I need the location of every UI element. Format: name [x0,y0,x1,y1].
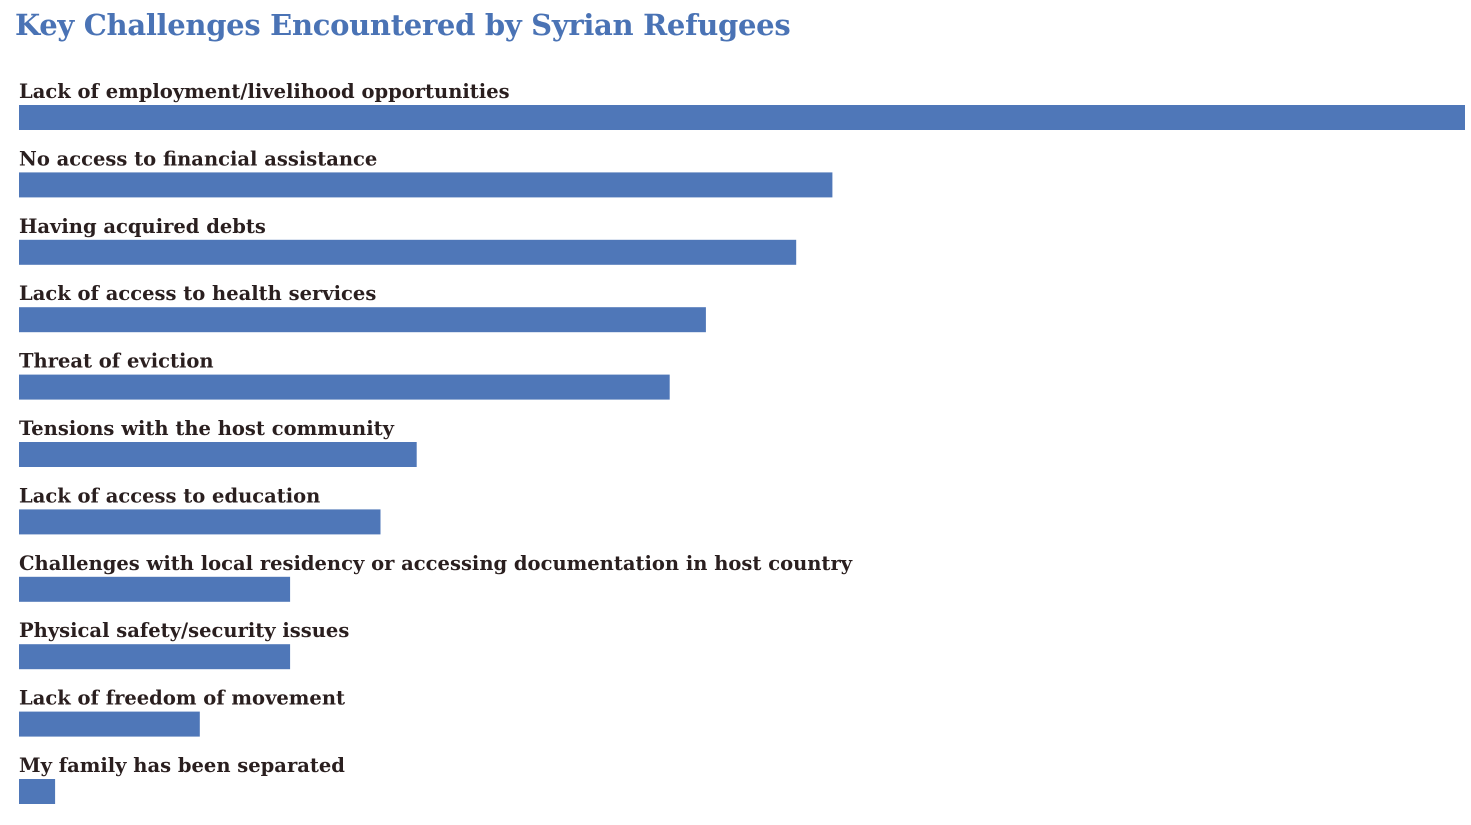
bar [19,576,291,602]
bar [19,644,291,670]
chart-title: Key Challenges Encountered by Syrian Ref… [15,8,791,42]
bar-label: Lack of access to education [19,484,320,507]
bar-row: No access to financial assistance [19,147,833,198]
bar-row: Threat of eviction [19,350,670,400]
bar [19,442,417,467]
bar [19,307,706,333]
bar-row: Lack of employment/livelihood opportunit… [19,80,1465,130]
bar-row: Tensions with the host community [19,417,417,467]
bar-label: Lack of access to health services [19,282,376,305]
bar [19,711,200,737]
bar-label: Lack of employment/livelihood opportunit… [19,80,510,103]
bar-row: Lack of access to health services [19,282,706,333]
bar-row: Challenges with local residency or acces… [19,552,853,602]
bar-row: My family has been separated [19,754,345,804]
bar-row: Physical safety/security issues [19,619,349,670]
bar [19,105,1465,130]
bar-label: Threat of eviction [19,350,214,373]
bar [19,779,56,804]
bar [19,374,670,400]
bar-label: No access to financial assistance [19,147,377,170]
bar-label: Physical safety/security issues [19,619,349,642]
bar [19,172,833,198]
bar-label: My family has been separated [19,754,345,777]
bar-label: Challenges with local residency or acces… [19,552,853,575]
bar-row: Having acquired debts [19,215,797,265]
bar-row: Lack of access to education [19,484,381,535]
bar-label: Lack of freedom of movement [19,687,345,710]
bar [19,509,381,535]
bar [19,239,797,265]
bar-label: Having acquired debts [19,215,266,238]
bar-row: Lack of freedom of movement [19,687,345,737]
bar-label: Tensions with the host community [19,417,395,440]
